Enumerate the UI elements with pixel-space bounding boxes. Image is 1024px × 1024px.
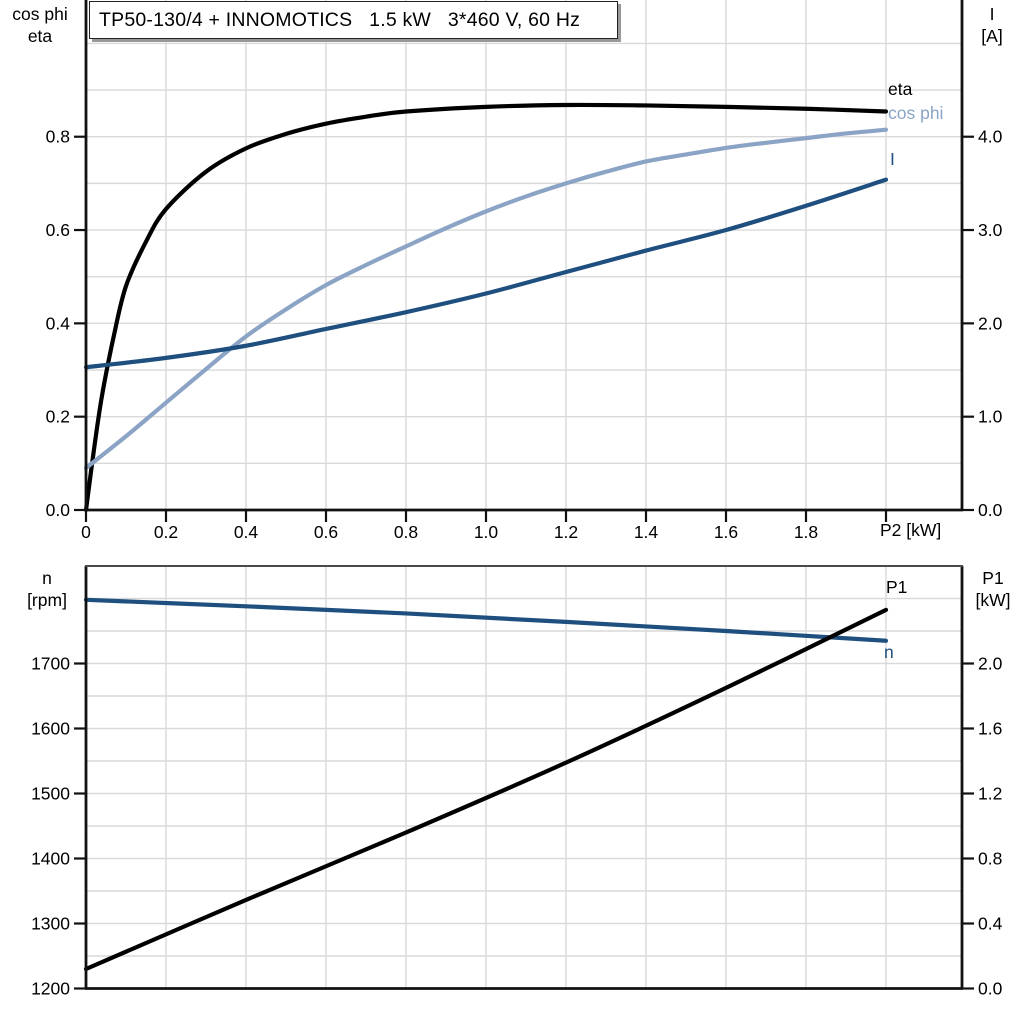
speed-axis-unit: [rpm] xyxy=(27,590,67,610)
right-tick-label: 0.8 xyxy=(978,849,1002,869)
p1-axis-unit: [kW] xyxy=(975,590,1011,610)
left-tick-label: 1200 xyxy=(31,979,70,999)
x-tick-label: 1.4 xyxy=(634,522,659,542)
left-tick-label: 0.8 xyxy=(46,127,70,147)
left-tick-label: 1300 xyxy=(31,914,70,934)
right-tick-label: 0.4 xyxy=(978,914,1003,934)
chart-title: TP50-130/4 + INNOMOTICS 1.5 kW 3*460 V, … xyxy=(99,8,581,31)
n-curve xyxy=(83,597,889,643)
right-tick-label: 1.0 xyxy=(978,407,1003,427)
right-tick-label: 2.0 xyxy=(978,654,1003,674)
right-tick-label: 0.0 xyxy=(978,500,1003,520)
eta-curve-label: eta xyxy=(888,79,913,99)
x-tick-label: 0 xyxy=(81,522,91,542)
x-tick-label: 1.8 xyxy=(794,522,818,542)
p1-axis-label: P1 xyxy=(982,568,1004,588)
right-tick-label: 0.0 xyxy=(978,979,1003,999)
I-curve-label: I xyxy=(890,149,895,169)
eta-axis-label: eta xyxy=(27,26,53,46)
n-curve-label: n xyxy=(884,642,894,662)
cos-phi-axis-label: cos phi xyxy=(12,4,68,24)
speed-axis-label: n xyxy=(42,568,52,588)
cos-phi-curve xyxy=(83,127,889,471)
current-axis-title: I [A] xyxy=(962,3,1022,47)
eta-curve xyxy=(83,102,889,513)
x-tick-label: 0.4 xyxy=(234,522,259,542)
top-left-axis-title: cos phi eta xyxy=(2,3,78,47)
x-tick-label: 0.8 xyxy=(394,522,418,542)
right-tick-label: 1.2 xyxy=(978,784,1002,804)
right-tick-label: 3.0 xyxy=(978,220,1003,240)
current-axis-label: I xyxy=(989,4,995,24)
P1-curve-label: P1 xyxy=(886,577,908,597)
left-tick-label: 1500 xyxy=(31,784,70,804)
left-tick-label: 0.2 xyxy=(46,407,70,427)
speed-axis-title: n [rpm] xyxy=(8,567,86,611)
right-tick-label: 4.0 xyxy=(978,127,1003,147)
x-tick-label: 1.6 xyxy=(714,522,738,542)
left-tick-label: 0.0 xyxy=(46,500,71,520)
current-axis-unit: [A] xyxy=(981,26,1003,46)
left-tick-label: 1400 xyxy=(31,849,70,869)
I-curve xyxy=(83,177,889,370)
right-tick-label: 1.6 xyxy=(978,719,1002,739)
title-box: TP50-130/4 + INNOMOTICS 1.5 kW 3*460 V, … xyxy=(89,1,618,39)
left-tick-label: 0.6 xyxy=(46,220,70,240)
p1-axis-title: P1 [kW] xyxy=(962,567,1024,611)
P1-curve xyxy=(83,607,889,972)
x-tick-label: 0.2 xyxy=(154,522,178,542)
left-tick-label: 1600 xyxy=(31,719,70,739)
left-tick-label: 1700 xyxy=(31,654,70,674)
left-tick-label: 0.4 xyxy=(46,313,71,333)
x-tick-label: 1.2 xyxy=(554,522,578,542)
cos-phi-curve-label: cos phi xyxy=(888,103,944,123)
x-tick-label: 0.6 xyxy=(314,522,338,542)
x-tick-label: 1.0 xyxy=(474,522,499,542)
right-tick-label: 2.0 xyxy=(978,313,1003,333)
p2-axis-label: P2 [kW] xyxy=(880,520,942,540)
